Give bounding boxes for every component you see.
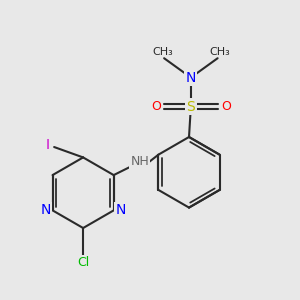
Text: O: O bbox=[151, 100, 161, 113]
Text: N: N bbox=[115, 203, 126, 218]
Text: N: N bbox=[186, 70, 196, 85]
Text: S: S bbox=[187, 100, 195, 113]
Text: NH: NH bbox=[130, 155, 149, 168]
Text: N: N bbox=[41, 203, 51, 218]
Text: O: O bbox=[221, 100, 231, 113]
Text: CH₃: CH₃ bbox=[209, 46, 230, 56]
Text: I: I bbox=[46, 138, 50, 152]
Text: CH₃: CH₃ bbox=[152, 46, 172, 56]
Text: Cl: Cl bbox=[77, 256, 89, 269]
